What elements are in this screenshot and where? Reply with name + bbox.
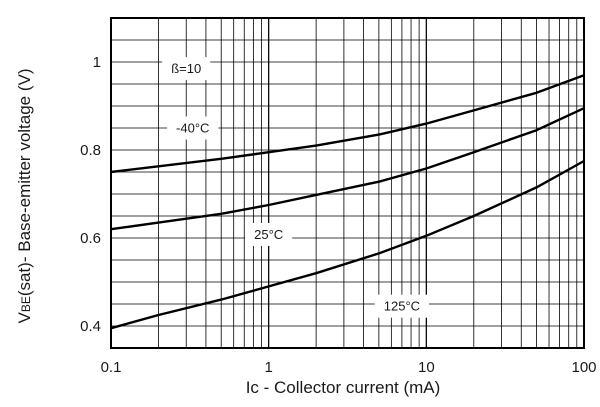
x-tick-label: 1 [264,359,272,376]
y-axis-title: VBE(sat)- Base-emitter voltage (V) [15,68,34,323]
annotation-box [167,116,219,140]
major-grid [268,18,427,348]
plot-frame [110,17,585,349]
annotation-box [374,294,430,318]
annotation-label: ß=10 [162,57,211,81]
annotation-box [162,57,211,81]
y-tick-label: 0.4 [80,318,101,335]
annotation-label: 25°C [245,222,293,246]
y-tick-label: 0.6 [80,230,101,247]
series-line [110,74,585,174]
annotation-text: 25°C [254,227,283,242]
x-tick-labels: 0.1 1 10 100 [101,359,597,376]
annotation-box [245,222,293,246]
x-tick-label: 0.1 [101,359,122,376]
series-layer [110,74,585,330]
y-axis-title-main: V [15,312,34,324]
series-line [110,107,585,231]
annotation-layer: ß=10 -40°C 25°C 125°C [162,57,430,318]
annotation-text: 125°C [384,299,420,314]
x-tick-label: 100 [571,359,596,376]
annotation-label: 125°C [374,294,430,318]
x-axis-title: Ic - Collector current (mA) [246,378,441,397]
y-axis-title-subscript: BE [19,296,33,312]
x-tick-label: 10 [418,359,435,376]
y-axis-title-rest: (sat)- Base-emitter voltage (V) [15,68,34,296]
series-line [110,159,585,330]
y-tick-label: 1 [93,54,101,71]
minor-grid [111,18,584,348]
annotation-text: -40°C [176,121,209,136]
y-tick-label: 0.8 [80,142,101,159]
annotation-text: ß=10 [171,61,201,76]
y-tick-labels: 0.4 0.6 0.8 1 [80,54,101,335]
annotation-label: -40°C [167,116,219,140]
